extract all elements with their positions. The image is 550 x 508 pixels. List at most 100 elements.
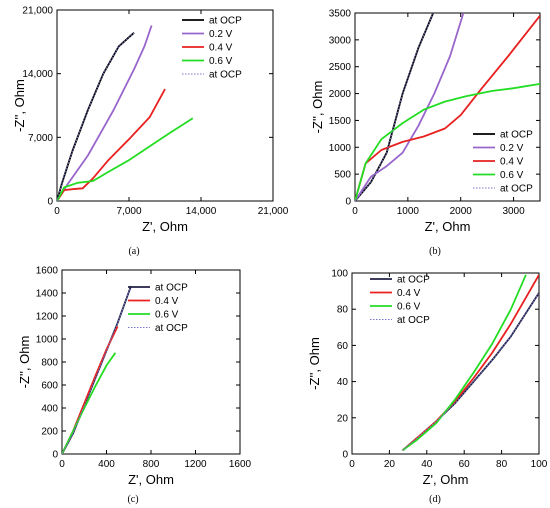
- y-tick-label: 1500: [329, 116, 352, 127]
- x-tick-label: 60: [459, 459, 471, 470]
- y-tick-label: 600: [41, 381, 58, 392]
- x-tick-label: 21,000: [258, 206, 289, 217]
- y-tick-label: 500: [334, 170, 351, 181]
- legend-label-3: 0.6 V: [500, 170, 524, 181]
- series-line-1: [401, 274, 539, 452]
- y-tick-label: 80: [337, 305, 349, 316]
- y-tick-label: 200: [41, 427, 58, 438]
- panel-caption: (c): [127, 494, 138, 505]
- panel-caption: (a): [128, 246, 139, 257]
- legend-label-1: 0.2 V: [500, 143, 524, 154]
- x-tick-label: 0: [59, 459, 65, 470]
- legend-label-0: at OCP: [397, 275, 430, 286]
- x-tick-label: 40: [421, 459, 433, 470]
- x-tick-label: 80: [496, 459, 508, 470]
- legend-label-2: 0.6 V: [155, 310, 179, 321]
- x-tick-label: 3000: [502, 206, 525, 217]
- y-tick-label: 2500: [329, 62, 352, 73]
- series-line-3: [402, 292, 539, 451]
- panel-caption: (d): [429, 494, 441, 505]
- legend-label-2: 0.4 V: [209, 43, 233, 54]
- series-line-4: [355, 13, 434, 201]
- y-tick-label: 2000: [329, 89, 352, 100]
- series-line-2: [57, 88, 166, 201]
- y-tick-label: 100: [331, 269, 348, 280]
- x-tick-label: 20: [384, 459, 396, 470]
- x-tick-label: 400: [98, 459, 115, 470]
- y-tick-label: 1000: [36, 335, 59, 346]
- series-line-4: [57, 32, 135, 201]
- plot-frame: [56, 9, 274, 202]
- y-tick-label: 20: [337, 413, 349, 424]
- x-axis-label: Z', Ohm: [423, 472, 469, 487]
- x-tick-label: 0: [352, 206, 358, 217]
- series-line-3: [57, 117, 194, 201]
- plot-frame: [354, 12, 541, 202]
- series-line-2: [62, 352, 117, 454]
- x-tick-label: 100: [531, 459, 548, 470]
- plot-frame: [351, 272, 540, 455]
- y-tick-label: 1600: [36, 266, 59, 277]
- x-tick-label: 1000: [397, 206, 420, 217]
- x-tick-label: 2000: [450, 206, 473, 217]
- x-axis-label: Z', Ohm: [425, 219, 471, 234]
- x-axis-label: Z', Ohm: [142, 219, 188, 234]
- y-tick-label: 1000: [329, 143, 352, 154]
- y-axis-label: -Z'', Ohm: [12, 79, 27, 132]
- y-axis-label: -Z'', Ohm: [17, 336, 32, 389]
- y-tick-label: 0: [47, 197, 53, 208]
- series-line-3: [62, 285, 132, 454]
- series-line-2: [401, 274, 527, 452]
- legend-label-4: at OCP: [500, 184, 533, 195]
- x-tick-label: 0: [349, 459, 355, 470]
- y-tick-label: 0: [52, 450, 58, 461]
- legend-label-3: at OCP: [155, 323, 188, 334]
- y-tick-label: 0: [345, 197, 351, 208]
- series-line-1: [57, 25, 153, 201]
- series-line-2: [355, 15, 540, 201]
- legend-label-3: at OCP: [397, 315, 430, 326]
- panel-b: 0 1000 2000 3000 0 500 1000 1500 2000 2500 3000 350…: [310, 9, 541, 257]
- y-tick-label: 3500: [329, 9, 352, 20]
- series-line-3: [355, 83, 540, 201]
- legend-label-1: 0.4 V: [155, 296, 179, 307]
- panel-a: 0 7,000 14,000 21,000 0 7,000 14,000 21,000 Z', …: [12, 6, 289, 258]
- y-tick-label: 1400: [36, 289, 59, 300]
- y-tick-label: 1200: [36, 312, 59, 323]
- x-tick-label: 800: [143, 459, 160, 470]
- x-tick-label: 1600: [229, 459, 252, 470]
- legend-label-1: 0.4 V: [397, 288, 421, 299]
- plot-frame: [61, 269, 241, 455]
- legend-label-2: 0.6 V: [397, 302, 421, 313]
- series-line-0: [62, 285, 132, 454]
- series-line-1: [355, 13, 465, 201]
- y-axis-label: -Z'', Ohm: [307, 337, 322, 390]
- legend-label-2: 0.4 V: [500, 157, 524, 168]
- legend-label-0: at OCP: [155, 283, 188, 294]
- panel-caption: (b): [429, 246, 441, 257]
- y-tick-label: 21,000: [22, 6, 53, 17]
- y-tick-label: 60: [337, 341, 349, 352]
- y-tick-label: 400: [41, 404, 58, 415]
- y-tick-label: 800: [41, 358, 58, 369]
- series-line-0: [355, 13, 435, 201]
- x-axis-label: Z', Ohm: [128, 472, 174, 487]
- y-tick-label: 40: [337, 377, 349, 388]
- legend-label-3: 0.6 V: [209, 56, 233, 67]
- y-tick-label: 0: [342, 450, 348, 461]
- x-tick-label: 7,000: [116, 206, 141, 217]
- y-tick-label: 3000: [329, 35, 352, 46]
- y-tick-label: 14,000: [22, 69, 53, 80]
- y-tick-label: 7,000: [28, 133, 53, 144]
- y-axis-label: -Z'', Ohm: [310, 81, 325, 134]
- legend-label-0: at OCP: [500, 130, 533, 141]
- legend-label-0: at OCP: [209, 16, 242, 27]
- panel-c: 0 400 800 1200 1600 0 200 400 600 800 1000 1200 1400…: [17, 266, 252, 506]
- x-tick-label: 14,000: [186, 206, 217, 217]
- x-tick-label: 0: [54, 206, 60, 217]
- panel-d: 0 20 40 60 80 100 0 20 40 60 80 100 Z', Ohm -Z'', Ohm…: [307, 269, 548, 506]
- legend-label-4: at OCP: [209, 70, 242, 81]
- x-tick-label: 1200: [184, 459, 207, 470]
- legend-label-1: 0.2 V: [209, 29, 233, 40]
